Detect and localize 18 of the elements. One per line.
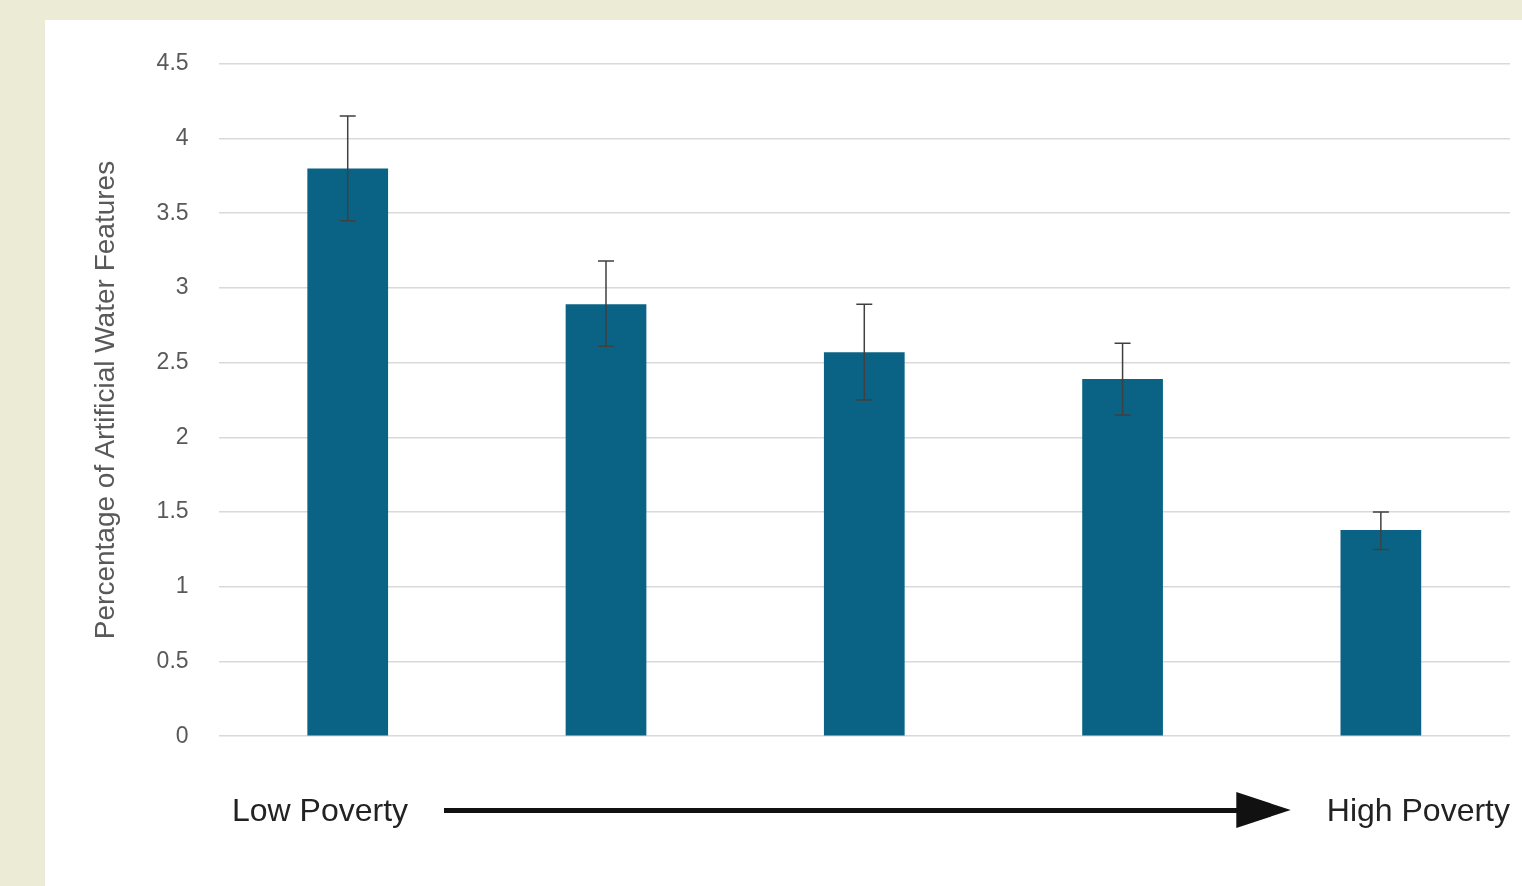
y-tick-label: 3 <box>175 273 189 300</box>
bar <box>823 352 905 736</box>
y-tick-label: 3.5 <box>156 198 189 225</box>
bar <box>307 168 389 736</box>
y-tick-label: 2 <box>175 422 189 449</box>
y-tick-label: 0.5 <box>156 646 189 673</box>
y-tick-label: 4.5 <box>156 49 189 76</box>
bar <box>1340 530 1422 736</box>
y-tick-label: 4 <box>175 123 189 150</box>
text: Low Poverty <box>232 791 409 829</box>
y-axis-title: Percentage of Artificial Water Features <box>88 160 120 640</box>
y-tick-label: 2.5 <box>156 347 189 374</box>
bar <box>1082 379 1163 736</box>
bar <box>565 304 647 736</box>
y-tick-label: 1 <box>175 572 189 599</box>
text: High Poverty <box>1326 791 1510 829</box>
y-tick-label: 0 <box>175 721 189 748</box>
y-tick-label: 1.5 <box>156 497 189 524</box>
